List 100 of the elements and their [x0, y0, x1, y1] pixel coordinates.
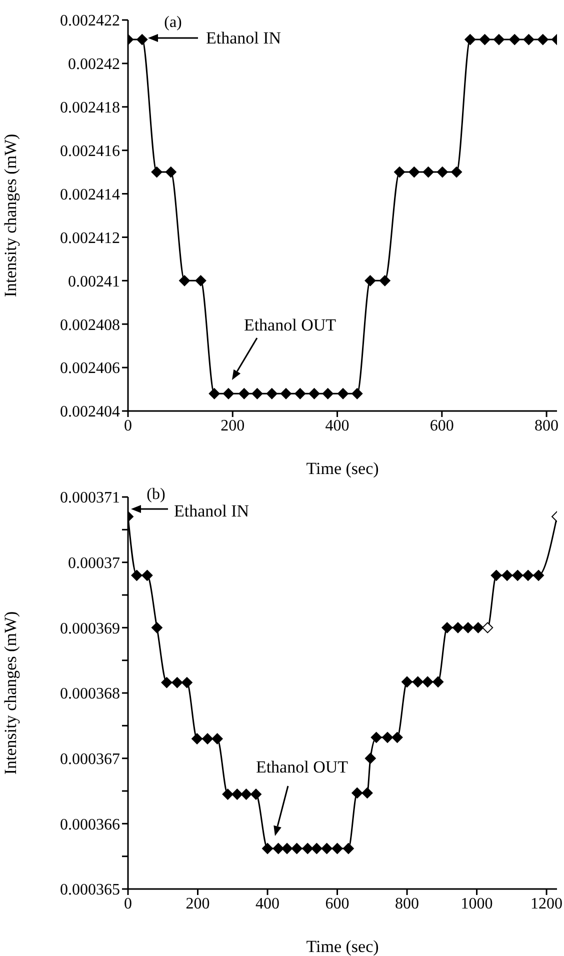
annotation: Ethanol OUT — [256, 758, 349, 776]
point — [537, 34, 548, 46]
point — [452, 622, 464, 634]
point — [142, 570, 153, 581]
x-tick-label: 800 — [395, 895, 420, 912]
point — [280, 388, 292, 400]
y-tick-label: 0.000371 — [60, 490, 120, 507]
x-tick-label: 600 — [325, 895, 350, 912]
point — [282, 842, 293, 854]
point — [232, 788, 243, 800]
point — [222, 388, 234, 400]
y-tick-label: 0.002422 — [60, 12, 120, 30]
x-axis-title: Time (sec) — [306, 937, 379, 956]
point — [442, 622, 453, 634]
point — [512, 570, 524, 581]
point — [352, 787, 363, 798]
point — [462, 622, 474, 634]
x-tick-label: 200 — [186, 895, 210, 912]
y-tick-label: 0.002414 — [60, 186, 120, 204]
annotation: Ethanol IN — [206, 28, 282, 48]
point — [192, 733, 203, 744]
point — [482, 622, 494, 634]
point — [392, 732, 403, 743]
point — [342, 842, 354, 854]
point — [136, 34, 148, 46]
y-tick-label: 0.002418 — [60, 100, 120, 117]
y-tick-label: 0.000369 — [60, 620, 120, 638]
y-axis-title: Intensity changes (mW) — [1, 611, 20, 775]
point — [472, 622, 484, 634]
point — [370, 732, 382, 743]
chart-title: (a) — [164, 14, 182, 32]
point — [291, 842, 302, 854]
point — [402, 676, 413, 688]
y-tick-label: 0.00037 — [68, 555, 120, 572]
x-tick-label: 800 — [534, 417, 559, 434]
point — [464, 34, 476, 46]
point — [432, 676, 444, 688]
point — [379, 275, 390, 286]
point — [151, 622, 162, 634]
point — [412, 676, 424, 688]
point — [436, 166, 448, 178]
point — [364, 275, 376, 286]
point — [311, 842, 322, 854]
point — [493, 34, 504, 46]
y-tick-label: 0.002412 — [60, 230, 120, 247]
x-tick-label: 400 — [256, 895, 280, 912]
y-tick-label: 0.000368 — [60, 686, 120, 703]
point — [238, 388, 250, 400]
point — [522, 570, 534, 581]
x-tick-label: 600 — [430, 417, 454, 434]
point — [195, 275, 206, 286]
point — [179, 275, 190, 286]
x-tick-label: 1200 — [530, 895, 563, 912]
point — [266, 388, 278, 400]
point — [490, 570, 502, 581]
point — [240, 788, 252, 800]
point — [212, 733, 223, 744]
y-tick-label: 0.00241 — [68, 273, 120, 290]
point — [321, 842, 332, 854]
point — [131, 570, 142, 581]
point — [308, 388, 320, 400]
point — [181, 677, 192, 688]
point — [252, 388, 263, 400]
y-tick-label: 0.000365 — [60, 882, 120, 899]
point — [338, 388, 349, 400]
point — [523, 34, 534, 46]
point — [364, 752, 376, 764]
x-axis-title: Time (sec) — [306, 459, 379, 478]
point — [422, 676, 434, 688]
point — [172, 677, 183, 688]
point — [208, 388, 220, 400]
x-tick-label: 0 — [124, 895, 132, 912]
y-tick-label: 0.002406 — [60, 360, 120, 378]
x-tick-label: 1000 — [460, 895, 493, 912]
y-tick-label: 0.002408 — [60, 316, 120, 334]
point — [262, 842, 274, 854]
point — [272, 842, 284, 854]
point — [479, 34, 490, 46]
point — [394, 166, 406, 178]
point — [165, 166, 176, 178]
point — [151, 166, 162, 178]
y-tick-label: 0.002404 — [60, 404, 120, 421]
x-tick-label: 200 — [220, 417, 245, 434]
y-tick-label: 0.002416 — [60, 143, 120, 160]
y-axis-title: Intensity changes (mW) — [1, 134, 20, 298]
y-tick-label: 0.00242 — [68, 56, 120, 74]
point — [352, 388, 363, 400]
point — [502, 570, 513, 581]
x-tick-label: 400 — [325, 417, 350, 434]
x-tick-label: 0 — [124, 417, 132, 434]
annotation: Ethanol OUT — [244, 316, 337, 334]
annotation: Ethanol IN — [174, 502, 250, 520]
point — [322, 388, 334, 400]
point — [451, 166, 462, 178]
point — [422, 166, 434, 178]
point — [202, 733, 214, 744]
point — [408, 166, 420, 178]
point — [332, 842, 343, 854]
point — [250, 788, 262, 800]
point — [294, 388, 306, 400]
